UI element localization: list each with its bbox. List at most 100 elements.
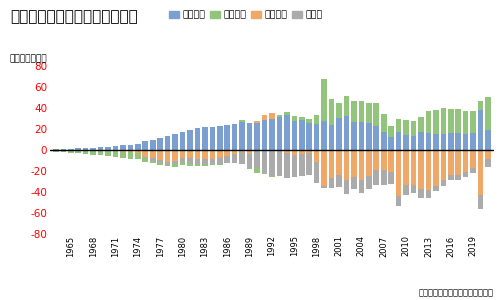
Bar — [217, 158, 223, 164]
Bar — [463, 134, 469, 150]
Bar — [441, 150, 446, 180]
Bar — [180, 150, 185, 158]
Bar — [463, 172, 469, 177]
Bar — [418, 189, 424, 198]
Bar — [157, 160, 163, 163]
Bar — [381, 170, 387, 185]
Bar — [202, 164, 208, 166]
Bar — [471, 111, 476, 133]
Bar — [247, 123, 252, 150]
Bar — [276, 151, 282, 176]
Bar — [247, 150, 252, 154]
Bar — [388, 150, 394, 172]
Bar — [165, 136, 171, 150]
Bar — [269, 119, 275, 150]
Bar — [135, 153, 141, 154]
Bar — [113, 150, 118, 151]
Bar — [83, 148, 88, 150]
Bar — [426, 111, 431, 133]
Bar — [299, 120, 304, 150]
Bar — [306, 123, 312, 150]
Bar — [187, 163, 193, 166]
Bar — [90, 150, 96, 151]
Bar — [276, 117, 282, 150]
Bar — [225, 125, 230, 150]
Bar — [202, 150, 208, 159]
Bar — [135, 154, 141, 159]
Bar — [284, 153, 289, 178]
Bar — [105, 151, 111, 156]
Bar — [433, 110, 439, 134]
Text: 出典：日本銀行「資金循環統計」: 出典：日本銀行「資金循環統計」 — [419, 288, 494, 297]
Bar — [210, 159, 215, 164]
Bar — [344, 150, 349, 180]
Legend: 家計部門, 企業部門, 政府部門, その他: 家計部門, 企業部門, 政府部門, その他 — [166, 7, 326, 23]
Bar — [172, 134, 178, 150]
Bar — [396, 150, 401, 196]
Bar — [180, 158, 185, 161]
Bar — [314, 150, 319, 162]
Bar — [456, 175, 461, 180]
Bar — [217, 126, 223, 150]
Bar — [105, 150, 111, 151]
Bar — [195, 159, 200, 164]
Bar — [351, 101, 357, 122]
Bar — [225, 150, 230, 156]
Bar — [485, 97, 491, 130]
Bar — [187, 150, 193, 158]
Bar — [143, 157, 148, 158]
Bar — [128, 152, 133, 159]
Bar — [291, 150, 297, 155]
Bar — [90, 148, 96, 150]
Bar — [75, 151, 81, 153]
Bar — [485, 159, 491, 167]
Bar — [403, 184, 409, 195]
Bar — [113, 151, 118, 157]
Bar — [83, 151, 88, 154]
Text: 制度部門別　資金過不足の推移: 制度部門別 資金過不足の推移 — [10, 9, 138, 24]
Bar — [373, 170, 379, 185]
Bar — [261, 172, 267, 174]
Bar — [247, 154, 252, 168]
Bar — [195, 128, 200, 150]
Bar — [83, 150, 88, 151]
Bar — [150, 140, 156, 150]
Bar — [269, 113, 275, 119]
Bar — [143, 158, 148, 162]
Bar — [180, 161, 185, 165]
Bar — [373, 150, 379, 170]
Bar — [306, 118, 312, 123]
Bar — [396, 132, 401, 150]
Bar — [269, 150, 275, 176]
Bar — [329, 150, 334, 178]
Bar — [53, 150, 59, 152]
Bar — [403, 150, 409, 184]
Bar — [150, 158, 156, 160]
Bar — [240, 120, 245, 122]
Bar — [135, 150, 141, 153]
Bar — [411, 150, 416, 184]
Bar — [344, 96, 349, 116]
Bar — [381, 150, 387, 170]
Bar — [359, 180, 364, 193]
Bar — [433, 150, 439, 186]
Bar — [254, 121, 260, 123]
Bar — [120, 150, 126, 152]
Text: （単位：兆円）: （単位：兆円） — [10, 54, 47, 63]
Bar — [75, 150, 81, 151]
Bar — [202, 159, 208, 164]
Bar — [478, 101, 484, 110]
Bar — [276, 150, 282, 151]
Bar — [75, 148, 81, 150]
Bar — [381, 114, 387, 132]
Bar — [232, 154, 238, 163]
Bar — [210, 127, 215, 150]
Bar — [135, 144, 141, 150]
Bar — [240, 150, 245, 152]
Bar — [336, 118, 342, 150]
Bar — [98, 147, 103, 150]
Bar — [388, 172, 394, 184]
Bar — [299, 117, 304, 120]
Bar — [172, 161, 178, 164]
Bar — [426, 190, 431, 198]
